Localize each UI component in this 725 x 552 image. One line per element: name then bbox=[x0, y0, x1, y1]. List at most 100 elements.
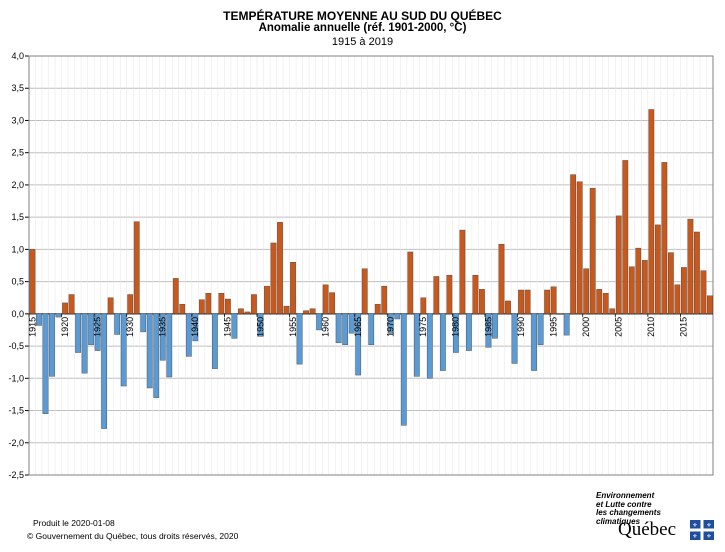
chart-period: 1915 à 2019 bbox=[331, 36, 394, 48]
bar bbox=[238, 308, 244, 315]
x-tick-label: 1920 bbox=[60, 317, 70, 337]
x-tick-label: 2010 bbox=[646, 317, 656, 337]
x-tick-label: 1940 bbox=[190, 317, 200, 337]
y-tick-label: 2,5 bbox=[11, 148, 24, 158]
bar bbox=[550, 286, 557, 315]
ministry-line: les changements bbox=[596, 508, 661, 517]
chart-title: TEMPÉRATURE MOYENNE AU SUD DU QUÉBEC bbox=[223, 9, 502, 23]
bar bbox=[270, 242, 277, 315]
x-tick-label: 1960 bbox=[320, 317, 330, 337]
bar bbox=[687, 218, 694, 315]
bar bbox=[681, 267, 687, 315]
bar bbox=[211, 313, 218, 369]
bar bbox=[413, 313, 420, 377]
bar bbox=[218, 293, 225, 315]
bar bbox=[511, 313, 518, 364]
bar bbox=[303, 310, 309, 315]
x-tick-label: 1995 bbox=[548, 317, 558, 337]
bar bbox=[296, 313, 303, 365]
bar bbox=[316, 313, 322, 331]
x-tick-label: 1955 bbox=[288, 317, 298, 337]
x-tick-label: 1975 bbox=[418, 317, 428, 337]
bar bbox=[381, 285, 388, 315]
x-tick-label: 1980 bbox=[451, 317, 461, 337]
bar bbox=[426, 313, 433, 379]
bar bbox=[557, 313, 563, 315]
bar bbox=[400, 313, 407, 426]
bar bbox=[472, 274, 479, 315]
bar bbox=[81, 313, 88, 374]
bar bbox=[290, 262, 296, 315]
grid-lines bbox=[25, 55, 714, 476]
bar bbox=[544, 289, 550, 315]
bar bbox=[583, 268, 590, 315]
bar bbox=[654, 224, 661, 315]
bar bbox=[153, 313, 160, 398]
bar bbox=[576, 181, 583, 315]
bar bbox=[68, 294, 75, 315]
bar bbox=[446, 274, 453, 315]
bar bbox=[225, 298, 231, 315]
quebec-wordmark: Québec bbox=[618, 519, 677, 540]
bar bbox=[459, 229, 466, 315]
bar bbox=[700, 270, 707, 315]
y-tick-label: 4,0 bbox=[11, 51, 24, 61]
y-tick-label: 3,5 bbox=[11, 83, 24, 93]
svg-text:⚜: ⚜ bbox=[692, 522, 697, 529]
bar bbox=[518, 289, 524, 315]
y-tick-label: 1,5 bbox=[11, 212, 24, 222]
bar bbox=[29, 249, 36, 315]
bar bbox=[198, 299, 205, 315]
bar bbox=[420, 297, 427, 315]
bar bbox=[596, 289, 603, 315]
bar bbox=[602, 293, 609, 315]
bar bbox=[264, 285, 270, 315]
x-tick-label: 1985 bbox=[483, 317, 493, 337]
produced-date: Produit le 2020-01-08 bbox=[33, 518, 115, 528]
bar bbox=[329, 292, 335, 315]
x-tick-label: 2015 bbox=[679, 317, 689, 337]
bar bbox=[283, 305, 290, 315]
y-tick-label: -2,0 bbox=[8, 438, 24, 448]
bar bbox=[257, 313, 264, 337]
bar bbox=[694, 231, 700, 315]
svg-text:⚜: ⚜ bbox=[706, 533, 711, 540]
bar bbox=[661, 162, 668, 315]
bar bbox=[114, 313, 121, 335]
bar bbox=[641, 260, 648, 315]
bar bbox=[309, 308, 316, 315]
bar bbox=[88, 313, 94, 345]
x-tick-label: 1930 bbox=[125, 317, 135, 337]
bar bbox=[146, 313, 153, 389]
bar bbox=[563, 313, 570, 336]
bar bbox=[185, 313, 192, 357]
x-tick-label: 2000 bbox=[581, 317, 591, 337]
y-tick-label: -2,5 bbox=[8, 470, 24, 480]
bar bbox=[570, 174, 577, 315]
bar bbox=[192, 313, 199, 342]
bar bbox=[159, 313, 166, 361]
x-tick-label: 1925 bbox=[92, 317, 102, 337]
bar bbox=[531, 313, 537, 371]
ministry-name: Environnement et Lutte contre les change… bbox=[596, 491, 661, 526]
chart-subtitle: Anomalie annuelle (réf. 1901-2000, °C) bbox=[258, 22, 467, 34]
bar bbox=[635, 247, 642, 315]
bar bbox=[133, 221, 140, 315]
bar bbox=[277, 222, 283, 315]
x-tick-label: 1950 bbox=[255, 317, 265, 337]
bar bbox=[120, 313, 127, 387]
bar bbox=[648, 109, 655, 315]
x-tick-label: 1915 bbox=[27, 317, 37, 337]
y-tick-label: -1,0 bbox=[8, 373, 24, 383]
bar bbox=[49, 313, 55, 377]
svg-text:⚜: ⚜ bbox=[706, 522, 711, 529]
bar bbox=[342, 313, 349, 345]
quebec-flag-icon: ⚜ ⚜ ⚜ ⚜ bbox=[690, 520, 714, 540]
bar bbox=[166, 313, 173, 378]
bar bbox=[205, 293, 212, 315]
bar bbox=[485, 313, 492, 348]
bar bbox=[387, 313, 394, 334]
bar bbox=[179, 303, 186, 315]
x-tick-label: 1965 bbox=[353, 317, 363, 337]
